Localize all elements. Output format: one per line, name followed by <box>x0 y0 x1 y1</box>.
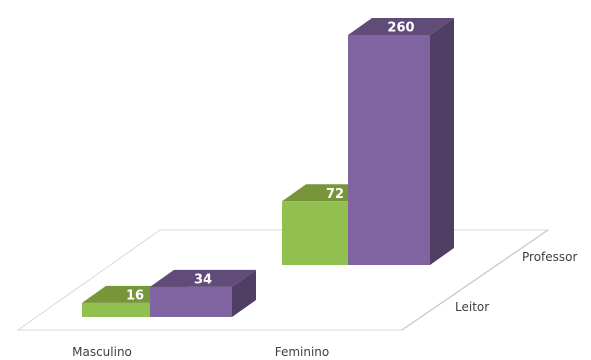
depth-tick-label-leitor: Leitor <box>455 300 489 314</box>
depth-tick-label-professor: Professor <box>522 250 577 264</box>
bar-feminino-leitor: 34 <box>150 269 256 317</box>
bar-feminino-professor: 260 <box>348 18 454 265</box>
x-tick-label-feminino: Feminino <box>275 345 330 359</box>
data-label: 34 <box>194 272 212 287</box>
x-tick-label-masculino: Masculino <box>72 345 132 359</box>
data-label: 260 <box>387 21 414 36</box>
x-axis-tick-labels: Masculino Feminino <box>72 345 329 359</box>
bar-front-face <box>348 35 430 265</box>
bar-side-face <box>232 269 256 317</box>
depth-axis-line <box>401 229 549 331</box>
bar-top-face <box>348 18 454 35</box>
data-label: 72 <box>326 187 344 202</box>
bar-front-face <box>82 302 164 317</box>
depth-axis-tick-labels: Leitor Professor <box>455 250 577 314</box>
bar-top-face <box>150 269 256 287</box>
bars-group: 72 260 16 34 <box>82 18 454 317</box>
bar-front-face <box>150 286 232 317</box>
data-label: 16 <box>126 288 144 303</box>
bar-side-face <box>430 18 454 265</box>
